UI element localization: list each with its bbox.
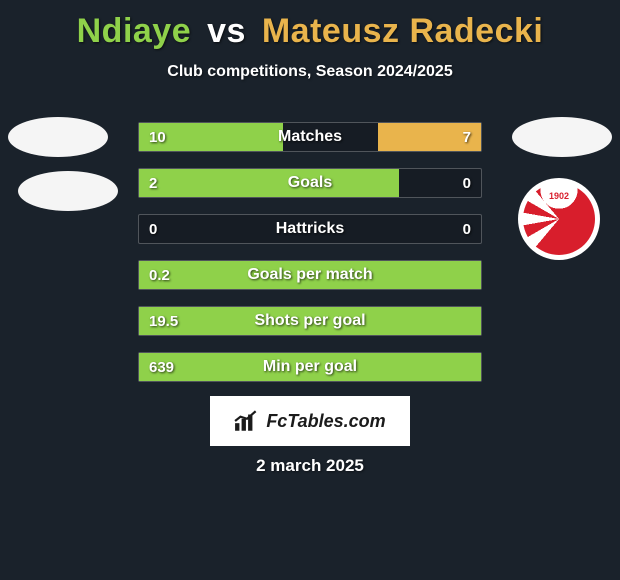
stat-row: 20Goals — [138, 168, 482, 198]
left-badge-2 — [18, 171, 118, 211]
stat-value-right: 0 — [463, 169, 471, 197]
bar-left — [139, 261, 481, 289]
subtitle: Club competitions, Season 2024/2025 — [0, 63, 620, 81]
stat-row: 0 0Hattricks — [138, 214, 482, 244]
stat-value-right: 0 — [463, 215, 471, 243]
bar-left — [139, 169, 399, 197]
stat-row: 107Matches — [138, 122, 482, 152]
bar-left — [139, 353, 481, 381]
player2-name: Mateusz Radecki — [262, 12, 544, 50]
watermark: FcTables.com — [210, 396, 410, 446]
stats-container: 107Matches20Goals00Hattricks0.2Goals per… — [138, 122, 482, 398]
club-year: 1902 — [549, 191, 569, 201]
right-badge-1 — [512, 117, 612, 157]
stat-label: Hattricks — [139, 215, 481, 243]
chart-icon — [234, 410, 260, 432]
club-badge: 1902 — [518, 178, 600, 260]
bar-left — [139, 307, 481, 335]
player1-name: Ndiaye — [77, 12, 192, 50]
club-badge-graphic: 1902 — [523, 183, 595, 255]
stat-value-left: 0 — [149, 215, 157, 243]
date-text: 2 march 2025 — [0, 456, 620, 476]
watermark-text: FcTables.com — [266, 411, 385, 432]
stat-row: 19.5Shots per goal — [138, 306, 482, 336]
vs-text: vs — [207, 12, 246, 50]
stat-row: 639Min per goal — [138, 352, 482, 382]
stat-row: 0.2Goals per match — [138, 260, 482, 290]
left-badge-1 — [8, 117, 108, 157]
bar-left — [139, 123, 283, 151]
comparison-title: Ndiaye vs Mateusz Radecki — [0, 0, 620, 51]
bar-right — [378, 123, 481, 151]
